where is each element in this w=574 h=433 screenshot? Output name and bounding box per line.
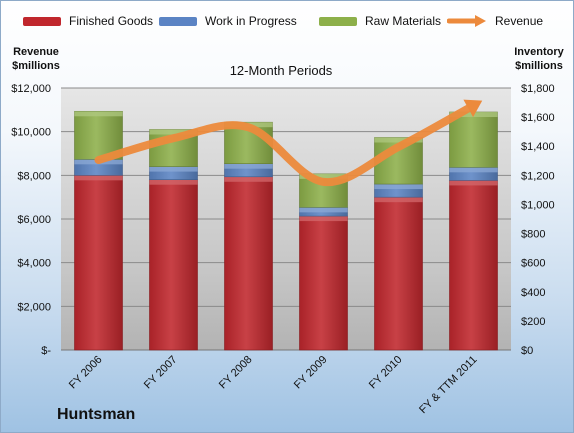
- legend-item-revenue: Revenue: [447, 11, 543, 31]
- left-axis-title: Revenue $millions: [12, 46, 60, 72]
- company-name: Huntsman: [57, 406, 136, 423]
- bar-top-raw-materials: [299, 173, 348, 179]
- bar-top-finished-goods: [74, 175, 123, 181]
- bar-finished-goods: [224, 176, 273, 351]
- bar-top-raw-materials: [74, 111, 123, 117]
- right-axis-title: Inventory $millions: [514, 46, 564, 72]
- legend-label-work-in-progress: Work in Progress: [205, 14, 297, 28]
- bar-top-finished-goods: [449, 180, 498, 186]
- right-tick-label: $1,200: [521, 170, 555, 182]
- right-tick-label: $800: [521, 229, 545, 241]
- left-tick-label: $12,000: [11, 83, 51, 95]
- legend-swatch-work-in-progress: [159, 16, 197, 26]
- x-tick-label: FY 2007: [142, 354, 180, 392]
- bar-top-work-in-progress: [449, 167, 498, 173]
- bar-finished-goods: [449, 180, 498, 351]
- bar-top-work-in-progress: [149, 166, 198, 172]
- right-tick-label: $200: [521, 316, 545, 328]
- legend-label-finished-goods: Finished Goods: [69, 14, 154, 28]
- right-tick-label: $600: [521, 258, 545, 270]
- legend-item-work-in-progress: Work in Progress: [159, 11, 297, 31]
- chart-title: 12-Month Periods: [229, 63, 333, 78]
- bar-top-raw-materials: [374, 137, 423, 143]
- right-tick-label: $1,400: [521, 141, 555, 153]
- right-tick-label: $400: [521, 287, 545, 299]
- bar-top-finished-goods: [299, 216, 348, 222]
- x-tick-label: FY 2008: [217, 354, 255, 392]
- bar-finished-goods: [149, 179, 198, 351]
- bar-finished-goods: [374, 196, 423, 351]
- left-tick-label: $-: [41, 345, 51, 357]
- bar-top-finished-goods: [374, 197, 423, 203]
- x-tick-label: FY 2010: [367, 354, 405, 392]
- legend-label-revenue: Revenue: [495, 14, 544, 28]
- bar-top-raw-materials: [149, 129, 198, 135]
- legend: Finished Goods Work in Progress Raw Mate…: [9, 11, 569, 33]
- x-tick-label: FY 2009: [292, 354, 330, 392]
- right-tick-label: $1,800: [521, 83, 555, 95]
- bar-top-work-in-progress: [224, 163, 273, 169]
- legend-swatch-finished-goods: [23, 16, 61, 26]
- revenue-line: [94, 101, 478, 187]
- revenue-arrowhead: [463, 99, 483, 118]
- x-tick-label: FY & TTM 2011: [417, 354, 480, 417]
- right-tick-label: $0: [521, 345, 533, 357]
- bar-raw-materials: [449, 111, 498, 168]
- right-tick-label: $1,600: [521, 112, 555, 124]
- left-tick-label: $8,000: [17, 170, 51, 182]
- bar-finished-goods: [74, 175, 123, 351]
- left-tick-label: $2,000: [17, 301, 51, 313]
- left-tick-label: $10,000: [11, 127, 51, 139]
- left-tick-label: $4,000: [17, 258, 51, 270]
- legend-item-finished-goods: Finished Goods: [23, 11, 153, 31]
- legend-item-raw-materials: Raw Materials: [319, 11, 441, 31]
- bar-top-work-in-progress: [374, 184, 423, 190]
- bar-top-work-in-progress: [299, 207, 348, 213]
- x-tick-label: FY 2006: [67, 354, 105, 392]
- left-tick-label: $6,000: [17, 214, 51, 226]
- legend-swatch-raw-materials: [319, 16, 357, 26]
- bar-top-finished-goods: [224, 176, 273, 182]
- bar-top-finished-goods: [149, 179, 198, 185]
- bar-finished-goods: [299, 215, 348, 351]
- legend-swatch-revenue: [447, 15, 486, 27]
- right-tick-label: $1,000: [521, 199, 555, 211]
- legend-label-raw-materials: Raw Materials: [365, 14, 442, 28]
